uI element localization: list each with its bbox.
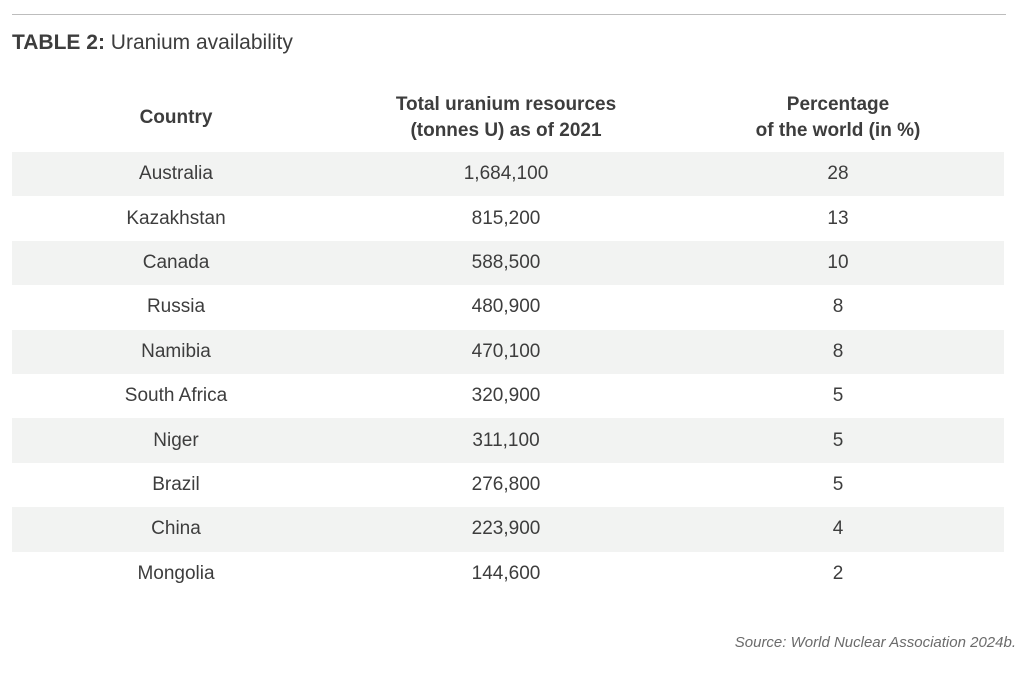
cell-percentage: 2 [832, 562, 844, 584]
cell-percentage: 5 [832, 429, 844, 451]
cell-total-resources: 588,500 [471, 251, 541, 273]
table-row: Mongolia 144,600 2 [12, 552, 1004, 596]
table-row: Canada 588,500 10 [12, 240, 1004, 286]
cell-country: Namibia [141, 340, 211, 362]
cell-country: China [151, 518, 201, 540]
cell-total-resources: 815,200 [471, 207, 541, 229]
table-row: Niger 311,100 5 [12, 418, 1004, 463]
table-header-row: Country Total uranium resources (tonnes … [12, 84, 1004, 152]
table-body: Australia 1,684,100 28 Kazakhstan 815,200 13 C… [12, 152, 1004, 596]
table-row: Brazil 276,800 5 [12, 463, 1004, 507]
cell-percentage: 5 [832, 385, 844, 407]
header-country: Country [12, 105, 340, 131]
source-note: Source: World Nuclear Association 2024b. [734, 634, 1016, 651]
table-row: South Africa 320,900 5 [12, 374, 1004, 418]
header-country-label: Country [139, 107, 213, 128]
cell-total-resources: 1,684,100 [463, 163, 549, 185]
cell-total-resources: 480,900 [471, 296, 541, 318]
cell-total-resources: 276,800 [471, 473, 541, 495]
table-title: TABLE 2: Uranium availability [12, 28, 293, 58]
header-total-line2: (tonnes U) as of 2021 [410, 120, 602, 141]
header-pct-line1: Percentage [786, 94, 890, 115]
uranium-table: Country Total uranium resources (tonnes … [12, 84, 1004, 596]
cell-country: Australia [139, 163, 213, 185]
table-row: Namibia 470,100 8 [12, 329, 1004, 374]
cell-total-resources: 223,900 [471, 518, 541, 540]
cell-total-resources: 470,100 [471, 340, 541, 362]
cell-percentage: 28 [827, 163, 849, 185]
cell-country: Niger [153, 429, 199, 451]
cell-percentage: 8 [832, 296, 844, 318]
header-percentage: Percentage of the world (in %) [672, 92, 1004, 144]
header-total-line1: Total uranium resources [395, 94, 617, 115]
cell-total-resources: 144,600 [471, 562, 541, 584]
cell-percentage: 13 [827, 207, 849, 229]
header-total-resources: Total uranium resources (tonnes U) as of… [340, 92, 672, 144]
table-title-text: Uranium availability [110, 31, 293, 54]
table-row: Russia 480,900 8 [12, 285, 1004, 329]
header-pct-line2: of the world (in %) [755, 120, 921, 141]
table-row: China 223,900 4 [12, 507, 1004, 552]
top-divider [12, 14, 1006, 15]
cell-country: Kazakhstan [126, 207, 226, 229]
cell-total-resources: 320,900 [471, 385, 541, 407]
table-title-label: TABLE 2: [12, 31, 105, 54]
cell-total-resources: 311,100 [472, 429, 540, 451]
table-row: Kazakhstan 815,200 13 [12, 196, 1004, 240]
cell-percentage: 8 [832, 340, 844, 362]
cell-percentage: 4 [832, 518, 844, 540]
cell-country: Canada [142, 251, 210, 273]
cell-country: Mongolia [137, 562, 215, 584]
cell-country: Russia [146, 296, 206, 318]
cell-country: South Africa [124, 385, 228, 407]
cell-percentage: 5 [832, 473, 844, 495]
cell-country: Brazil [152, 473, 200, 495]
cell-percentage: 10 [827, 251, 849, 273]
table-row: Australia 1,684,100 28 [12, 152, 1004, 197]
